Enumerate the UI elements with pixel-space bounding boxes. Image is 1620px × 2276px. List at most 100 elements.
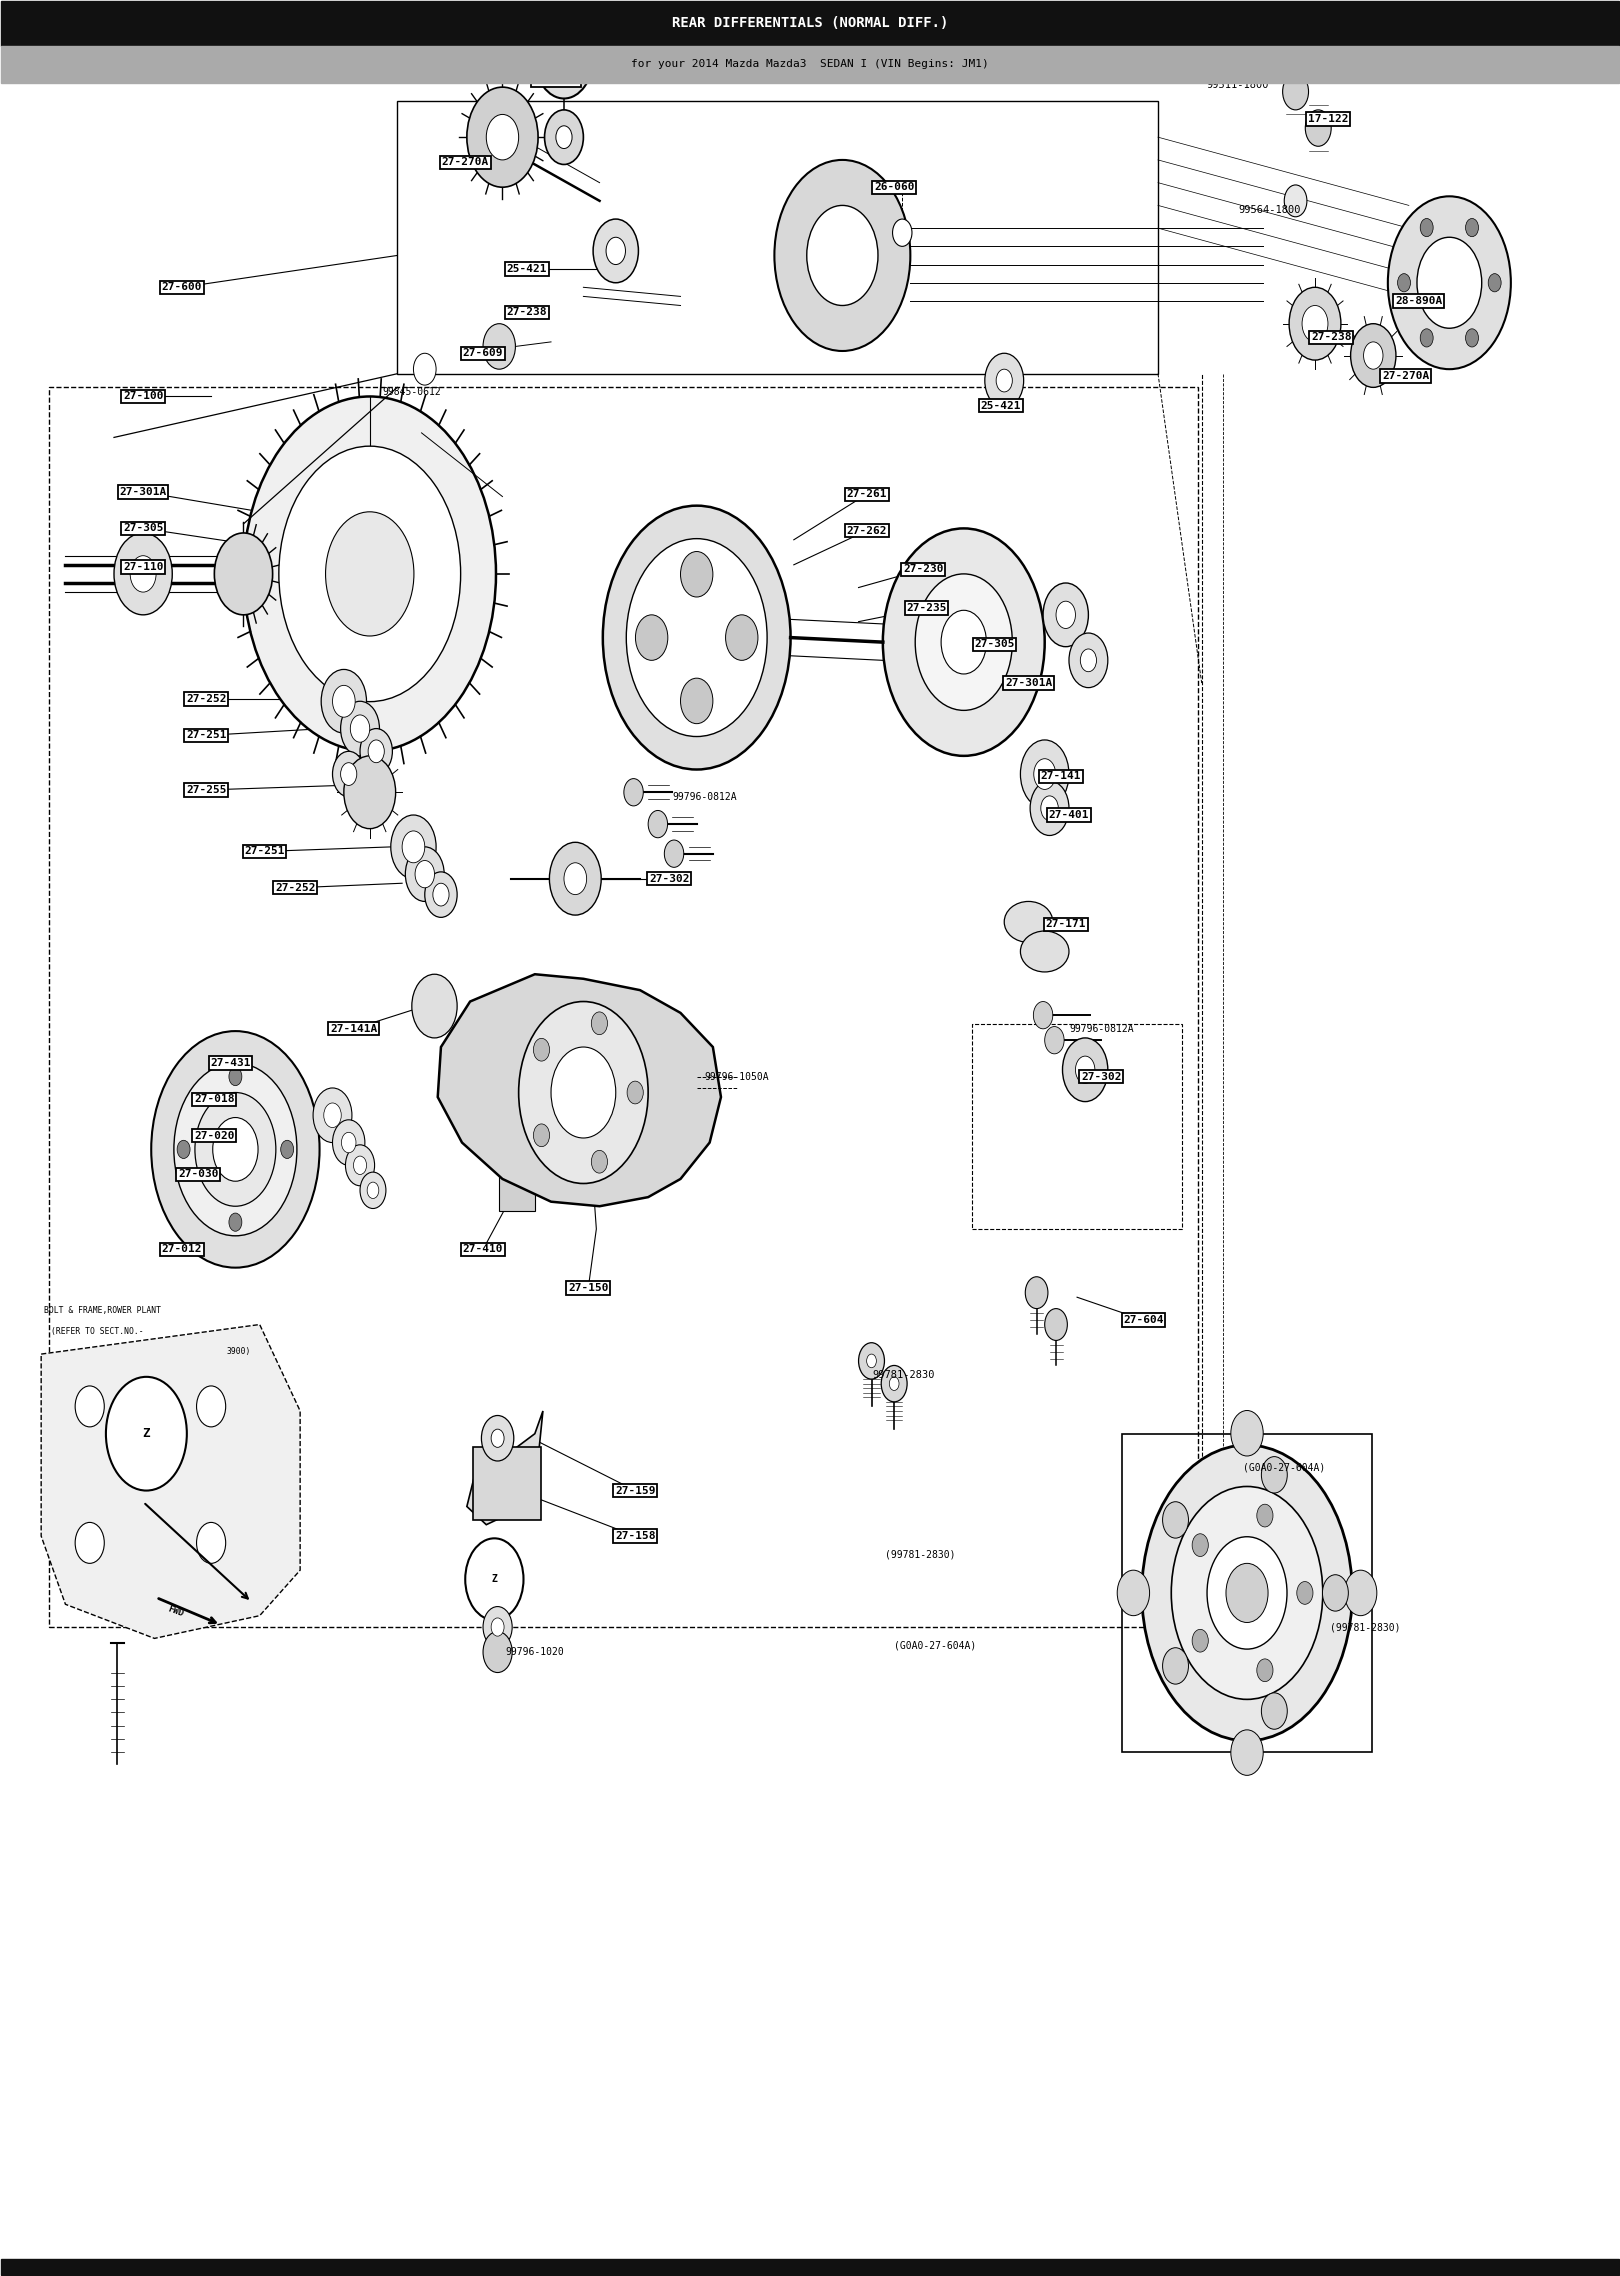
Circle shape bbox=[228, 1213, 241, 1231]
Circle shape bbox=[1081, 649, 1097, 671]
Circle shape bbox=[332, 751, 364, 797]
Circle shape bbox=[603, 505, 791, 769]
Text: 99511-1800: 99511-1800 bbox=[1205, 80, 1268, 89]
Circle shape bbox=[606, 237, 625, 264]
Bar bbox=[972, 1024, 1183, 1229]
Text: for your 2014 Mazda Mazda3  SEDAN I (VIN Begins: JM1): for your 2014 Mazda Mazda3 SEDAN I (VIN … bbox=[632, 59, 988, 68]
Text: 27-238: 27-238 bbox=[507, 307, 548, 316]
Circle shape bbox=[345, 1145, 374, 1186]
Circle shape bbox=[486, 114, 518, 159]
Circle shape bbox=[1285, 184, 1307, 216]
Circle shape bbox=[1257, 1504, 1273, 1527]
Polygon shape bbox=[40, 1325, 300, 1639]
Ellipse shape bbox=[1021, 931, 1069, 972]
Text: 27-262: 27-262 bbox=[846, 526, 886, 535]
Text: 3900): 3900) bbox=[227, 1347, 251, 1356]
Text: 27-100: 27-100 bbox=[123, 391, 164, 401]
Text: 17-122: 17-122 bbox=[1307, 114, 1348, 123]
Text: 99796-1050A: 99796-1050A bbox=[705, 1072, 770, 1081]
Circle shape bbox=[648, 810, 667, 838]
Circle shape bbox=[214, 533, 272, 615]
Circle shape bbox=[1231, 1411, 1264, 1457]
Text: 27-302: 27-302 bbox=[650, 874, 690, 883]
Circle shape bbox=[75, 1523, 104, 1564]
Circle shape bbox=[1322, 1575, 1348, 1611]
Circle shape bbox=[544, 109, 583, 164]
Circle shape bbox=[413, 353, 436, 385]
Text: 27-141A: 27-141A bbox=[330, 1024, 377, 1033]
Circle shape bbox=[483, 323, 515, 369]
Circle shape bbox=[415, 860, 434, 888]
Circle shape bbox=[915, 574, 1012, 710]
Text: 27-305: 27-305 bbox=[974, 640, 1014, 649]
Circle shape bbox=[173, 1063, 296, 1236]
Circle shape bbox=[551, 39, 577, 75]
Text: 27-270A: 27-270A bbox=[1382, 371, 1429, 380]
Circle shape bbox=[533, 1124, 549, 1147]
Text: 27-030: 27-030 bbox=[178, 1170, 219, 1179]
Text: 27-401: 27-401 bbox=[1048, 810, 1089, 819]
Text: Z: Z bbox=[143, 1427, 151, 1441]
Circle shape bbox=[726, 615, 758, 660]
Polygon shape bbox=[467, 1411, 543, 1525]
Ellipse shape bbox=[1004, 901, 1053, 942]
Circle shape bbox=[1163, 1648, 1189, 1684]
Circle shape bbox=[324, 1104, 342, 1127]
Circle shape bbox=[481, 1416, 514, 1461]
Circle shape bbox=[368, 740, 384, 762]
Text: (G0A0-27-604A): (G0A0-27-604A) bbox=[894, 1641, 975, 1650]
Circle shape bbox=[1063, 1038, 1108, 1102]
Circle shape bbox=[774, 159, 910, 351]
Polygon shape bbox=[437, 974, 721, 1206]
Circle shape bbox=[627, 539, 768, 737]
Text: 27-238: 27-238 bbox=[1311, 332, 1351, 341]
Circle shape bbox=[1021, 740, 1069, 808]
Circle shape bbox=[130, 555, 156, 592]
Text: 27-604: 27-604 bbox=[1123, 1316, 1163, 1325]
Circle shape bbox=[1069, 633, 1108, 687]
Circle shape bbox=[1171, 1486, 1324, 1700]
Circle shape bbox=[1418, 237, 1482, 328]
Bar bbox=[499, 1174, 535, 1211]
Text: Z: Z bbox=[491, 1575, 497, 1584]
Circle shape bbox=[1283, 73, 1309, 109]
Circle shape bbox=[996, 369, 1012, 391]
Circle shape bbox=[228, 1067, 241, 1086]
Circle shape bbox=[1118, 1570, 1150, 1616]
Circle shape bbox=[1207, 1536, 1286, 1650]
Text: 27-410: 27-410 bbox=[463, 1245, 504, 1254]
Circle shape bbox=[1351, 323, 1396, 387]
Circle shape bbox=[1192, 1534, 1209, 1557]
Text: 27-141: 27-141 bbox=[1040, 772, 1081, 781]
Circle shape bbox=[635, 615, 667, 660]
Circle shape bbox=[411, 974, 457, 1038]
Circle shape bbox=[535, 16, 593, 98]
Circle shape bbox=[627, 1081, 643, 1104]
Circle shape bbox=[680, 678, 713, 724]
Text: REAR DIFFERENTIALS (NORMAL DIFF.): REAR DIFFERENTIALS (NORMAL DIFF.) bbox=[672, 16, 948, 30]
Text: 27-270A: 27-270A bbox=[442, 157, 489, 166]
Circle shape bbox=[280, 1140, 293, 1158]
Circle shape bbox=[196, 1386, 225, 1427]
Text: 27-018: 27-018 bbox=[194, 1095, 235, 1104]
Text: 27-251: 27-251 bbox=[186, 731, 227, 740]
Circle shape bbox=[1398, 273, 1411, 291]
Circle shape bbox=[1257, 1659, 1273, 1682]
Text: 27-252: 27-252 bbox=[275, 883, 316, 892]
Circle shape bbox=[1262, 1693, 1288, 1730]
Circle shape bbox=[551, 1047, 616, 1138]
Circle shape bbox=[867, 1354, 876, 1368]
Circle shape bbox=[1056, 601, 1076, 628]
Circle shape bbox=[556, 125, 572, 148]
Circle shape bbox=[321, 669, 366, 733]
Circle shape bbox=[491, 1618, 504, 1636]
Circle shape bbox=[75, 1386, 104, 1427]
Circle shape bbox=[1034, 1001, 1053, 1029]
Circle shape bbox=[113, 533, 172, 615]
Circle shape bbox=[941, 610, 987, 674]
Circle shape bbox=[465, 1539, 523, 1621]
Circle shape bbox=[1421, 328, 1434, 346]
Circle shape bbox=[1388, 196, 1511, 369]
Circle shape bbox=[340, 762, 356, 785]
Circle shape bbox=[342, 1133, 356, 1152]
